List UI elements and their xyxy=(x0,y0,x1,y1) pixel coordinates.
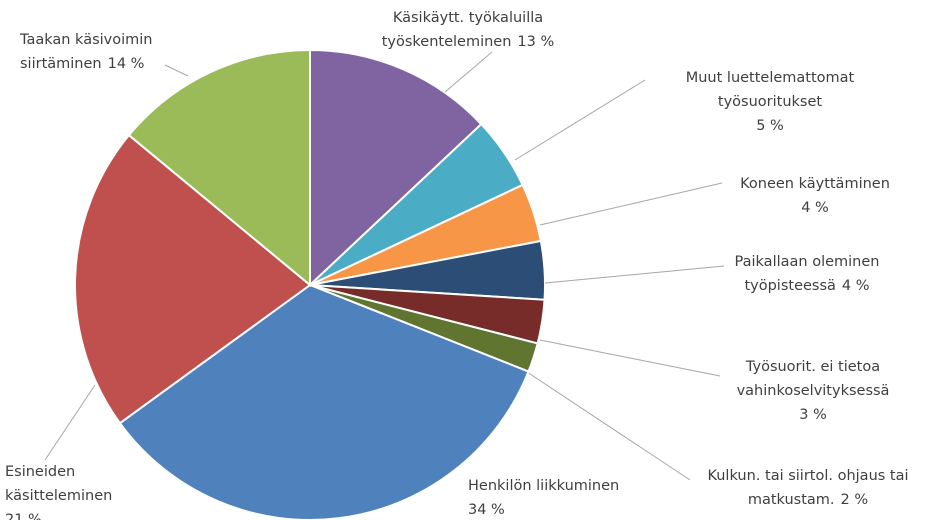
leader-line xyxy=(526,371,691,481)
leader-line xyxy=(539,182,723,226)
value-label: 14 % xyxy=(107,56,145,72)
category-label: Muut luettelemattomat työsuoritukset xyxy=(685,70,855,110)
value-label: 5 % xyxy=(756,118,784,134)
leader-line xyxy=(44,384,96,461)
slice-label: Työsuorit. ei tietoa vahinkoselvityksess… xyxy=(718,355,908,427)
category-label: Koneen käyttäminen xyxy=(740,176,890,192)
pie-slice xyxy=(127,48,311,288)
value-label: 4 % xyxy=(841,278,870,294)
slice-label: Muut luettelemattomat työsuoritukset 5 % xyxy=(650,66,890,138)
slice-label: Kulkun. tai siirtol. ohjaus tai matkusta… xyxy=(688,464,928,512)
leader-line xyxy=(514,79,646,161)
value-label: 3 % xyxy=(799,407,827,423)
category-label: Esineiden käsitteleminen xyxy=(5,464,113,504)
pie-slice xyxy=(118,283,530,520)
slice-label: Paikallaan oleminen työpisteessä 4 % xyxy=(722,250,892,298)
slice-label: Esineiden käsitteleminen 21 % xyxy=(5,460,145,520)
category-label: Käsikäytt. työkaluilla työskenteleminen xyxy=(381,10,544,50)
slice-label: Käsikäytt. työkaluilla työskenteleminen 1… xyxy=(368,6,568,54)
category-label: Taakan käsivoimin siirtäminen xyxy=(20,32,153,72)
category-label: Henkilön liikkuminen xyxy=(468,478,620,494)
category-label: Paikallaan oleminen työpisteessä xyxy=(734,254,880,294)
value-label: 4 % xyxy=(801,200,829,216)
value-label: 2 % xyxy=(840,492,869,508)
slice-label: Taakan käsivoimin siirtäminen 14 % xyxy=(20,28,200,76)
pie-slice xyxy=(74,133,312,425)
leader-line xyxy=(444,51,493,93)
value-label: 21 % xyxy=(5,512,42,520)
value-label: 13 % xyxy=(517,34,555,50)
slice-label: Koneen käyttäminen 4 % xyxy=(720,172,910,220)
leader-line xyxy=(539,339,721,377)
leader-line xyxy=(164,64,189,77)
category-label: Kulkun. tai siirtol. ohjaus tai matkusta… xyxy=(707,468,909,508)
pie-slice xyxy=(309,48,483,288)
slice-label: Henkilön liikkuminen 34 % xyxy=(468,474,668,520)
leader-line xyxy=(544,265,725,284)
category-label: Työsuorit. ei tietoa vahinkoselvityksess… xyxy=(736,359,890,399)
value-label: 34 % xyxy=(468,502,505,518)
